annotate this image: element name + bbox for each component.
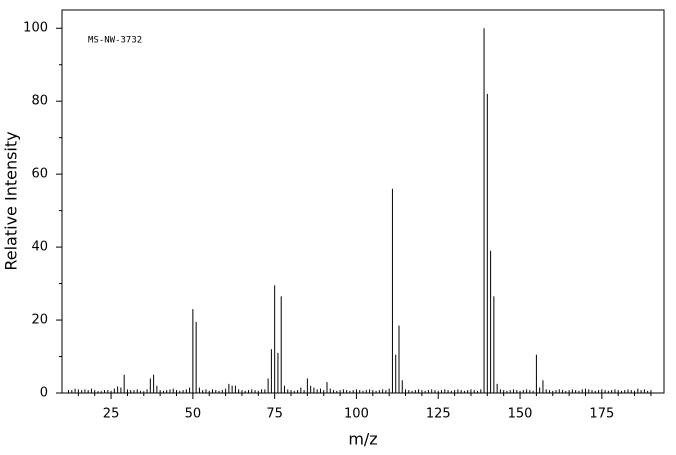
x-tick-label: 100 bbox=[344, 407, 369, 422]
x-tick-label: 175 bbox=[589, 407, 614, 422]
x-axis-label: m/z bbox=[348, 430, 377, 449]
plot-frame bbox=[61, 9, 665, 394]
y-tick-label: 60 bbox=[31, 167, 48, 182]
y-tick-label: 100 bbox=[23, 21, 48, 36]
x-tick-label: 150 bbox=[508, 407, 533, 422]
y-axis-label: Relative Intensity bbox=[2, 131, 21, 270]
y-tick-label: 40 bbox=[31, 240, 48, 255]
y-tick-label: 80 bbox=[31, 94, 48, 109]
x-tick-label: 50 bbox=[185, 407, 202, 422]
y-tick-label: 20 bbox=[31, 313, 48, 328]
annotation: MS-NW-3732 bbox=[88, 36, 142, 46]
x-tick-label: 75 bbox=[266, 407, 283, 422]
x-tick-label: 125 bbox=[426, 407, 451, 422]
y-tick-label: 0 bbox=[40, 386, 48, 401]
x-tick-label: 25 bbox=[103, 407, 120, 422]
